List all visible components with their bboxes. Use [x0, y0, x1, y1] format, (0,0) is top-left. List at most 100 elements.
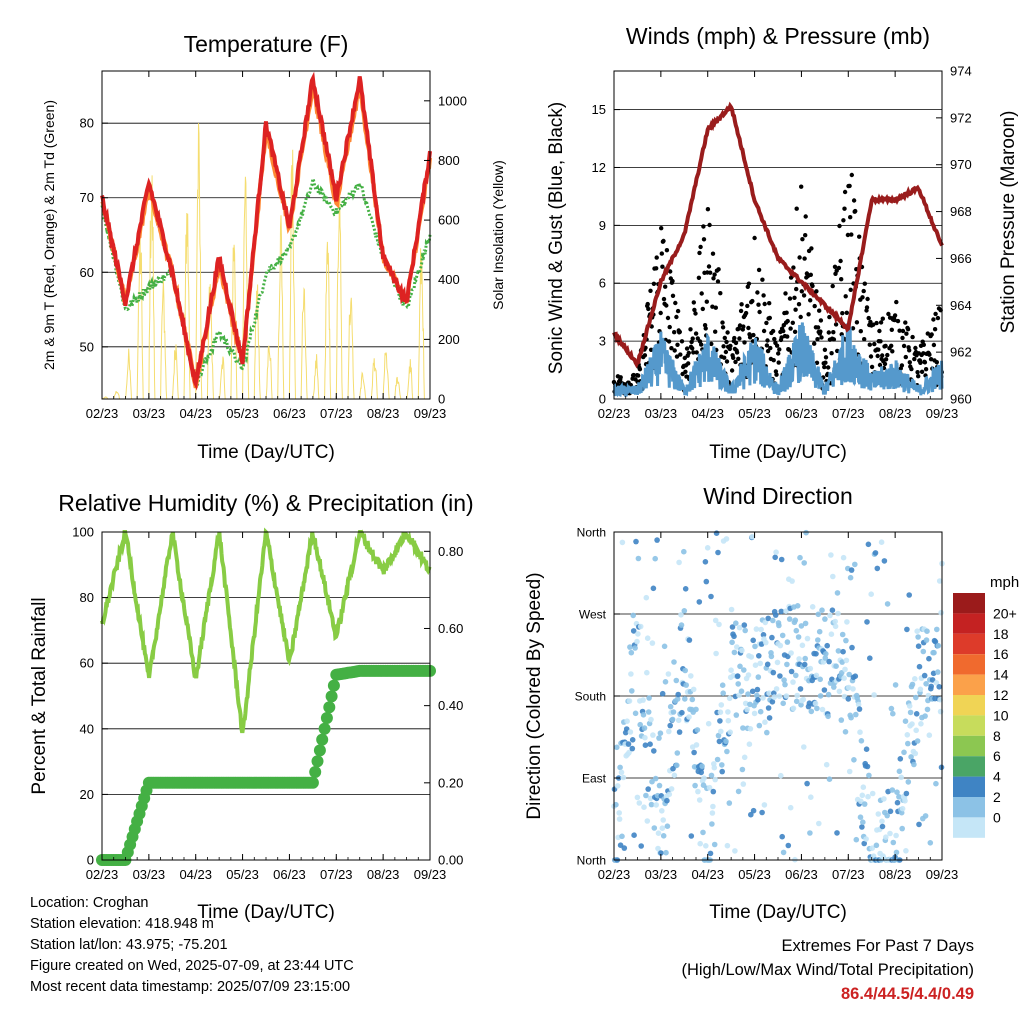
x-tick-label: 04/23 — [179, 406, 212, 421]
gust-point — [868, 319, 873, 325]
direction-point — [731, 633, 737, 640]
gust-point — [808, 272, 813, 277]
direction-point — [718, 702, 725, 708]
x-tick-label: 04/23 — [691, 867, 724, 882]
gust-point — [669, 346, 674, 351]
y-right-tick-label: 400 — [438, 272, 460, 287]
direction-title: Wind Direction — [703, 483, 853, 509]
direction-point — [709, 810, 716, 816]
gust-point — [925, 331, 930, 336]
gust-point — [803, 214, 808, 219]
gust-point — [812, 303, 817, 309]
direction-point — [857, 729, 863, 735]
direction-point — [703, 843, 709, 849]
direction-point — [831, 684, 837, 690]
gust-point — [705, 207, 711, 212]
y-right-tick-label: 0.60 — [438, 621, 463, 636]
gust-point — [715, 279, 721, 284]
direction-point — [773, 686, 780, 692]
legend-label: 18 — [993, 626, 1009, 642]
y-right-tick-label: 972 — [950, 110, 972, 125]
gust-point — [823, 355, 829, 360]
gust-point — [696, 275, 702, 280]
direction-point — [784, 639, 791, 645]
legend-swatch — [953, 817, 985, 838]
sonic-wind-line — [613, 322, 944, 398]
direction-point — [739, 766, 746, 773]
gust-point — [675, 342, 680, 347]
direction-point — [729, 639, 735, 646]
extremes-box: Extremes For Past 7 Days (High/Low/Max W… — [681, 934, 974, 1006]
direction-point — [898, 774, 904, 781]
gust-point — [794, 206, 799, 211]
gust-point — [808, 298, 813, 303]
direction-point — [838, 717, 845, 723]
direction-point — [853, 711, 859, 718]
winds-xlabel: Time (Day/UTC) — [709, 442, 847, 463]
temperature-panel: Temperature (F) 506070800200400600800100… — [41, 31, 506, 463]
gust-point — [835, 348, 840, 354]
gust-point — [654, 255, 659, 260]
x-tick-label: 06/23 — [785, 867, 818, 882]
gust-point — [783, 291, 788, 296]
direction-point — [750, 807, 757, 814]
gust-point — [679, 339, 685, 344]
direction-point — [864, 763, 871, 770]
direction-point — [826, 658, 832, 665]
gust-point — [878, 320, 884, 325]
direction-point — [771, 694, 778, 700]
gust-point — [761, 293, 766, 298]
direction-point — [674, 750, 681, 756]
direction-point — [936, 578, 943, 584]
gust-point — [701, 237, 707, 242]
direction-point — [718, 728, 724, 735]
direction-point — [894, 799, 901, 806]
direction-point — [671, 659, 677, 665]
gust-point — [845, 232, 851, 238]
x-tick-label: 02/23 — [598, 406, 631, 421]
gust-point — [858, 329, 863, 334]
y-right-tick-label: 974 — [950, 64, 972, 79]
direction-point — [785, 842, 792, 849]
winds-ylabel: Sonic Wind & Gust (Blue, Black) — [546, 102, 567, 374]
direction-point — [740, 725, 746, 731]
temperature-xlabel: Time (Day/UTC) — [197, 442, 335, 463]
gust-point — [648, 347, 654, 352]
direction-point — [912, 676, 918, 682]
direction-point — [780, 849, 787, 856]
gust-point — [874, 320, 879, 326]
direction-point — [660, 817, 666, 823]
direction-point — [692, 782, 698, 789]
gust-point — [776, 360, 781, 365]
gust-point — [713, 305, 718, 310]
direction-point — [746, 741, 753, 747]
gust-point — [792, 295, 797, 300]
gust-point — [883, 343, 888, 349]
gust-point — [842, 189, 848, 195]
gust-point — [819, 335, 824, 340]
gust-point — [722, 335, 727, 341]
direction-point — [896, 768, 903, 775]
direction-point — [741, 667, 747, 673]
direction-point — [664, 797, 670, 804]
gust-point — [899, 363, 905, 368]
direction-point — [826, 776, 833, 782]
direction-point — [819, 607, 825, 613]
direction-point — [641, 725, 648, 731]
gust-point — [684, 374, 689, 379]
gust-point — [733, 340, 739, 346]
direction-point — [906, 592, 912, 598]
direction-point — [926, 655, 932, 662]
gust-point — [672, 348, 677, 353]
direction-point — [711, 841, 718, 848]
y-right-tick-label: 0.40 — [438, 698, 463, 713]
direction-point — [850, 686, 856, 692]
y-tick-label: 6 — [599, 276, 606, 291]
direction-point — [681, 548, 687, 555]
direction-point — [766, 690, 772, 696]
winds-series — [611, 101, 944, 398]
direction-point — [883, 834, 889, 840]
direction-point — [816, 628, 823, 635]
gust-point — [826, 365, 831, 370]
